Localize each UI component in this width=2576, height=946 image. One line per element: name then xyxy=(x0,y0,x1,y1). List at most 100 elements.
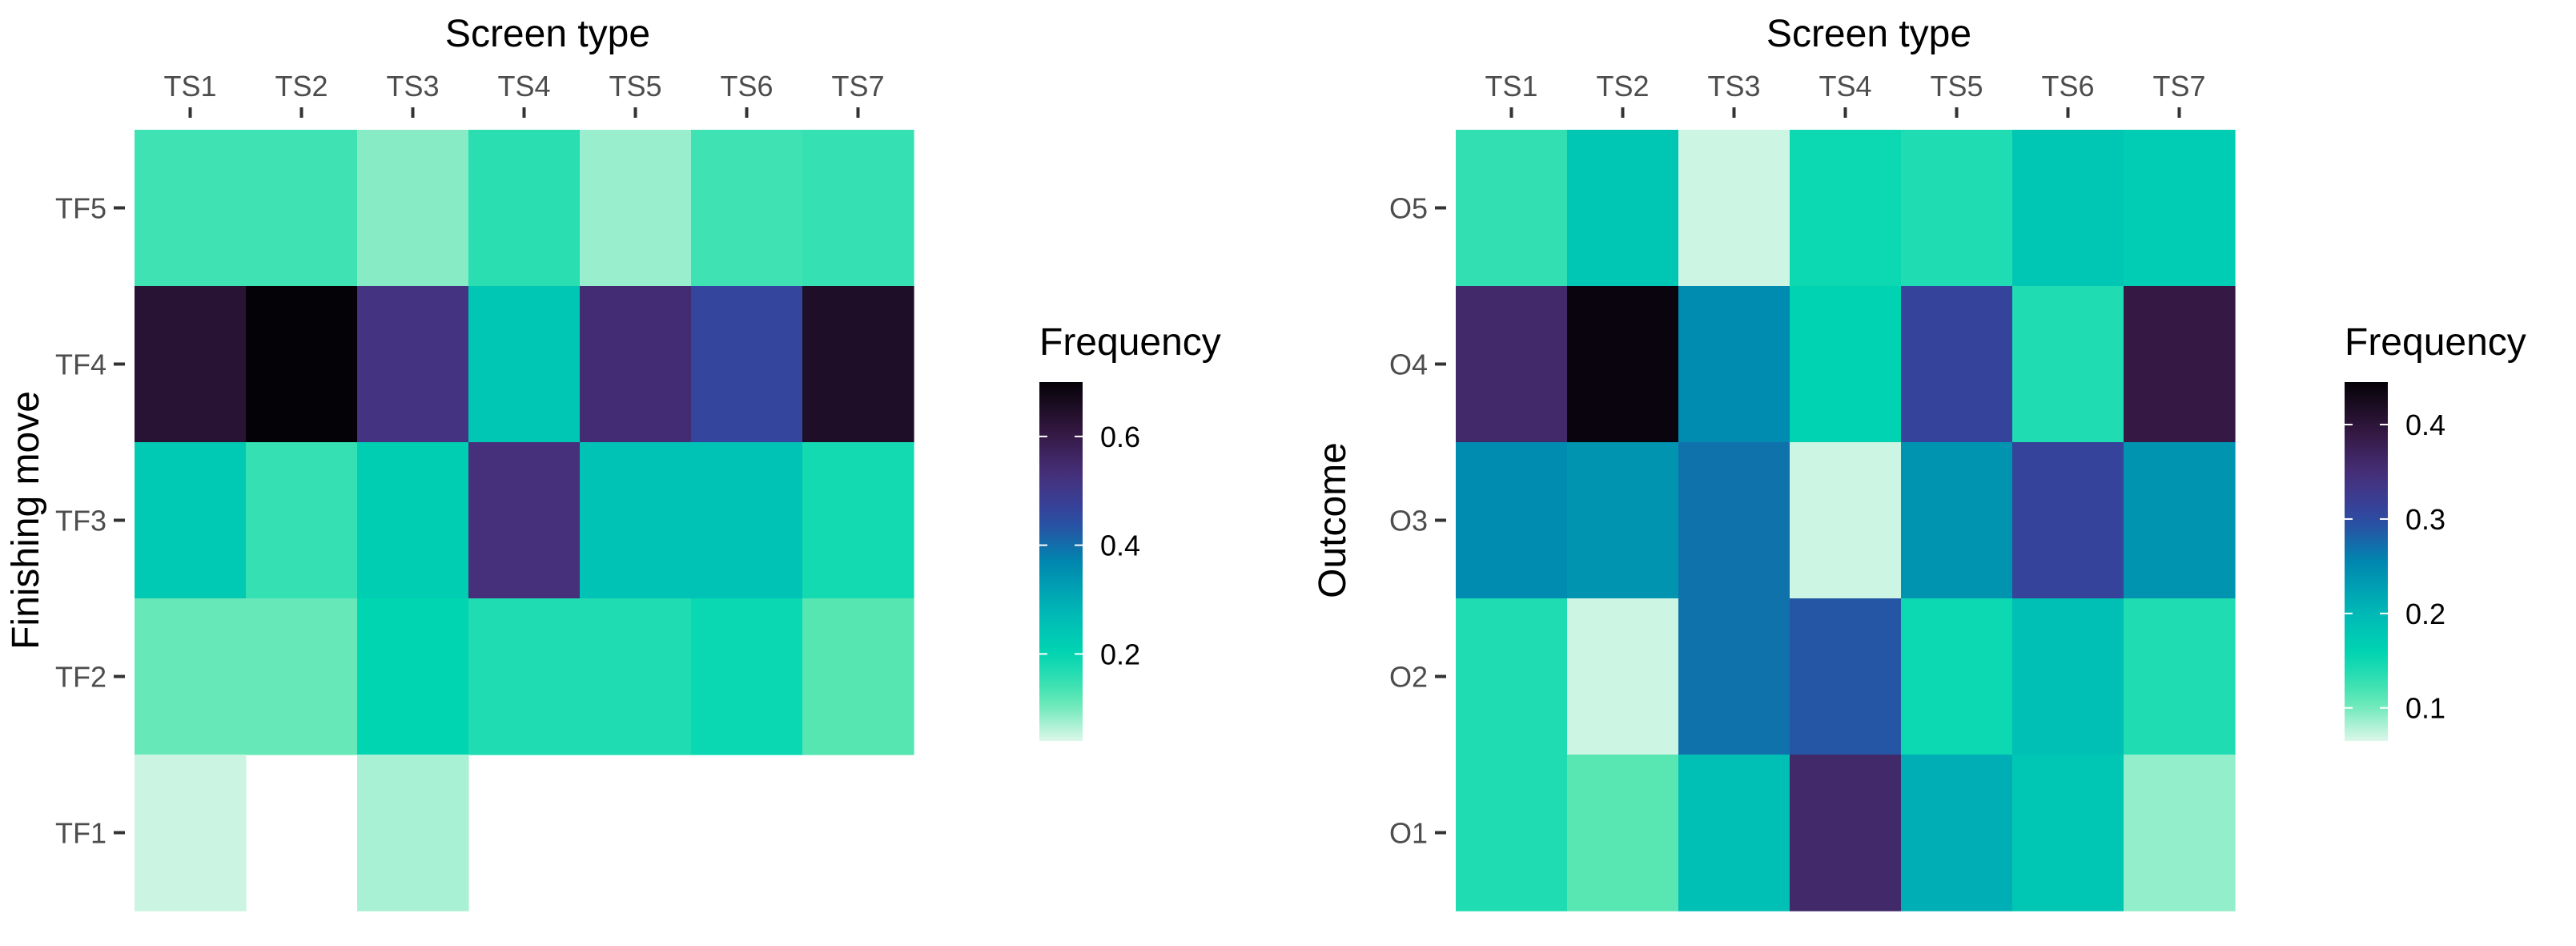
cell-O1-TS2 xyxy=(1567,755,1679,912)
y-tick-label-TF2: TF2 xyxy=(55,661,106,694)
legend-tick-label-0.4: 0.4 xyxy=(1100,529,1140,562)
cell-O2-TS3 xyxy=(1678,598,1790,755)
x-tick-label-TS6: TS6 xyxy=(2041,70,2094,103)
cell-TF2-TS7 xyxy=(802,598,914,755)
cell-TF5-TS1 xyxy=(135,130,247,287)
cell-O3-TS6 xyxy=(2012,442,2124,599)
cell-TF5-TS6 xyxy=(691,130,803,287)
cell-TF3-TS2 xyxy=(246,442,358,599)
cell-TF5-TS3 xyxy=(357,130,469,287)
y-tick-label-TF3: TF3 xyxy=(55,505,106,537)
cell-O4-TS5 xyxy=(1901,286,2013,443)
legend-colorbar xyxy=(1039,382,1083,741)
legend-tick-label-0.4: 0.4 xyxy=(2405,409,2445,441)
legend-tick-label-0.3: 0.3 xyxy=(2405,503,2445,536)
x-tick-label-TS5: TS5 xyxy=(609,70,661,103)
cell-O1-TS7 xyxy=(2124,755,2236,912)
legend-title: Frequency xyxy=(1039,321,1221,364)
cell-O2-TS4 xyxy=(1790,598,1902,755)
cell-O4-TS4 xyxy=(1790,286,1902,443)
cell-TF3-TS5 xyxy=(580,442,692,599)
cell-O1-TS4 xyxy=(1790,755,1902,912)
cell-O2-TS1 xyxy=(1456,598,1568,755)
y-axis-title: Outcome xyxy=(1312,442,1354,598)
cell-TF2-TS6 xyxy=(691,598,803,755)
y-tick-label-O2: O2 xyxy=(1389,661,1428,694)
cell-TF2-TS3 xyxy=(357,598,469,755)
cell-TF4-TS4 xyxy=(468,286,581,443)
x-tick-label-TS5: TS5 xyxy=(1930,70,1983,103)
cell-TF1-TS3 xyxy=(357,755,469,912)
cell-O5-TS5 xyxy=(1901,130,2013,287)
x-tick-label-TS1: TS1 xyxy=(163,70,216,103)
cell-TF3-TS4 xyxy=(468,442,581,599)
x-axis-title: Screen type xyxy=(1766,13,1971,55)
cell-O5-TS6 xyxy=(2012,130,2124,287)
cell-TF5-TS5 xyxy=(580,130,692,287)
cell-O4-TS1 xyxy=(1456,286,1568,443)
cell-O3-TS4 xyxy=(1790,442,1902,599)
cell-TF3-TS6 xyxy=(691,442,803,599)
cell-TF4-TS5 xyxy=(580,286,692,443)
cell-O4-TS2 xyxy=(1567,286,1679,443)
cell-O2-TS6 xyxy=(2012,598,2124,755)
x-tick-label-TS6: TS6 xyxy=(720,70,773,103)
cell-O5-TS4 xyxy=(1790,130,1902,287)
x-axis-title: Screen type xyxy=(445,13,650,55)
y-tick-label-O4: O4 xyxy=(1389,348,1428,381)
y-tick-label-O3: O3 xyxy=(1389,505,1428,537)
x-tick-label-TS4: TS4 xyxy=(497,70,550,103)
y-tick-label-O1: O1 xyxy=(1389,817,1428,850)
x-tick-label-TS7: TS7 xyxy=(2152,70,2205,103)
y-tick-label-TF4: TF4 xyxy=(55,348,106,381)
cell-O1-TS5 xyxy=(1901,755,2013,912)
cell-TF1-TS1 xyxy=(135,755,247,912)
cell-O4-TS3 xyxy=(1678,286,1790,443)
cell-O2-TS5 xyxy=(1901,598,2013,755)
cell-TF2-TS5 xyxy=(580,598,692,755)
x-tick-label-TS1: TS1 xyxy=(1485,70,1537,103)
legend-title: Frequency xyxy=(2345,321,2526,364)
cell-O1-TS1 xyxy=(1456,755,1568,912)
cell-O3-TS1 xyxy=(1456,442,1568,599)
y-axis-title: Finishing move xyxy=(5,391,47,650)
legend-tick-label-0.2: 0.2 xyxy=(2405,598,2445,630)
heatmap-panel-2: Screen type TS1 TS2 TS3 TS4 TS5 TS6 TS7 O5 O4 O3 O2… xyxy=(1312,13,2526,912)
cell-O1-TS3 xyxy=(1678,755,1790,912)
x-tick-label-TS2: TS2 xyxy=(275,70,328,103)
cell-TF5-TS4 xyxy=(468,130,581,287)
legend-tick-label-0.1: 0.1 xyxy=(2405,692,2445,725)
cell-O4-TS6 xyxy=(2012,286,2124,443)
x-tick-label-TS2: TS2 xyxy=(1596,70,1649,103)
cell-O5-TS2 xyxy=(1567,130,1679,287)
cell-TF5-TS7 xyxy=(802,130,914,287)
cell-TF2-TS4 xyxy=(468,598,581,755)
cell-TF4-TS3 xyxy=(357,286,469,443)
cell-TF2-TS2 xyxy=(246,598,358,755)
cell-O3-TS3 xyxy=(1678,442,1790,599)
cell-TF4-TS2 xyxy=(246,286,358,443)
heatmap-panel-1: Screen type TS1 TS2 TS3 TS4 TS5 TS6 TS7 TF5 TF4 TF… xyxy=(5,13,1221,912)
x-tick-label-TS7: TS7 xyxy=(831,70,884,103)
cell-TF4-TS6 xyxy=(691,286,803,443)
cell-O5-TS1 xyxy=(1456,130,1568,287)
x-tick-label-TS3: TS3 xyxy=(386,70,439,103)
y-tick-label-TF1: TF1 xyxy=(55,817,106,850)
cell-O3-TS7 xyxy=(2124,442,2236,599)
cell-O2-TS7 xyxy=(2124,598,2236,755)
cell-O1-TS6 xyxy=(2012,755,2124,912)
cell-TF5-TS2 xyxy=(246,130,358,287)
cell-O5-TS7 xyxy=(2124,130,2236,287)
legend-colorbar xyxy=(2345,382,2388,741)
cell-O2-TS2 xyxy=(1567,598,1679,755)
legend-tick-label-0.6: 0.6 xyxy=(1100,421,1140,453)
cell-O4-TS7 xyxy=(2124,286,2236,443)
y-tick-label-O5: O5 xyxy=(1389,192,1428,225)
cell-O5-TS3 xyxy=(1678,130,1790,287)
cell-TF4-TS7 xyxy=(802,286,914,443)
cell-TF3-TS7 xyxy=(802,442,914,599)
cell-TF2-TS1 xyxy=(135,598,247,755)
cell-TF4-TS1 xyxy=(135,286,247,443)
